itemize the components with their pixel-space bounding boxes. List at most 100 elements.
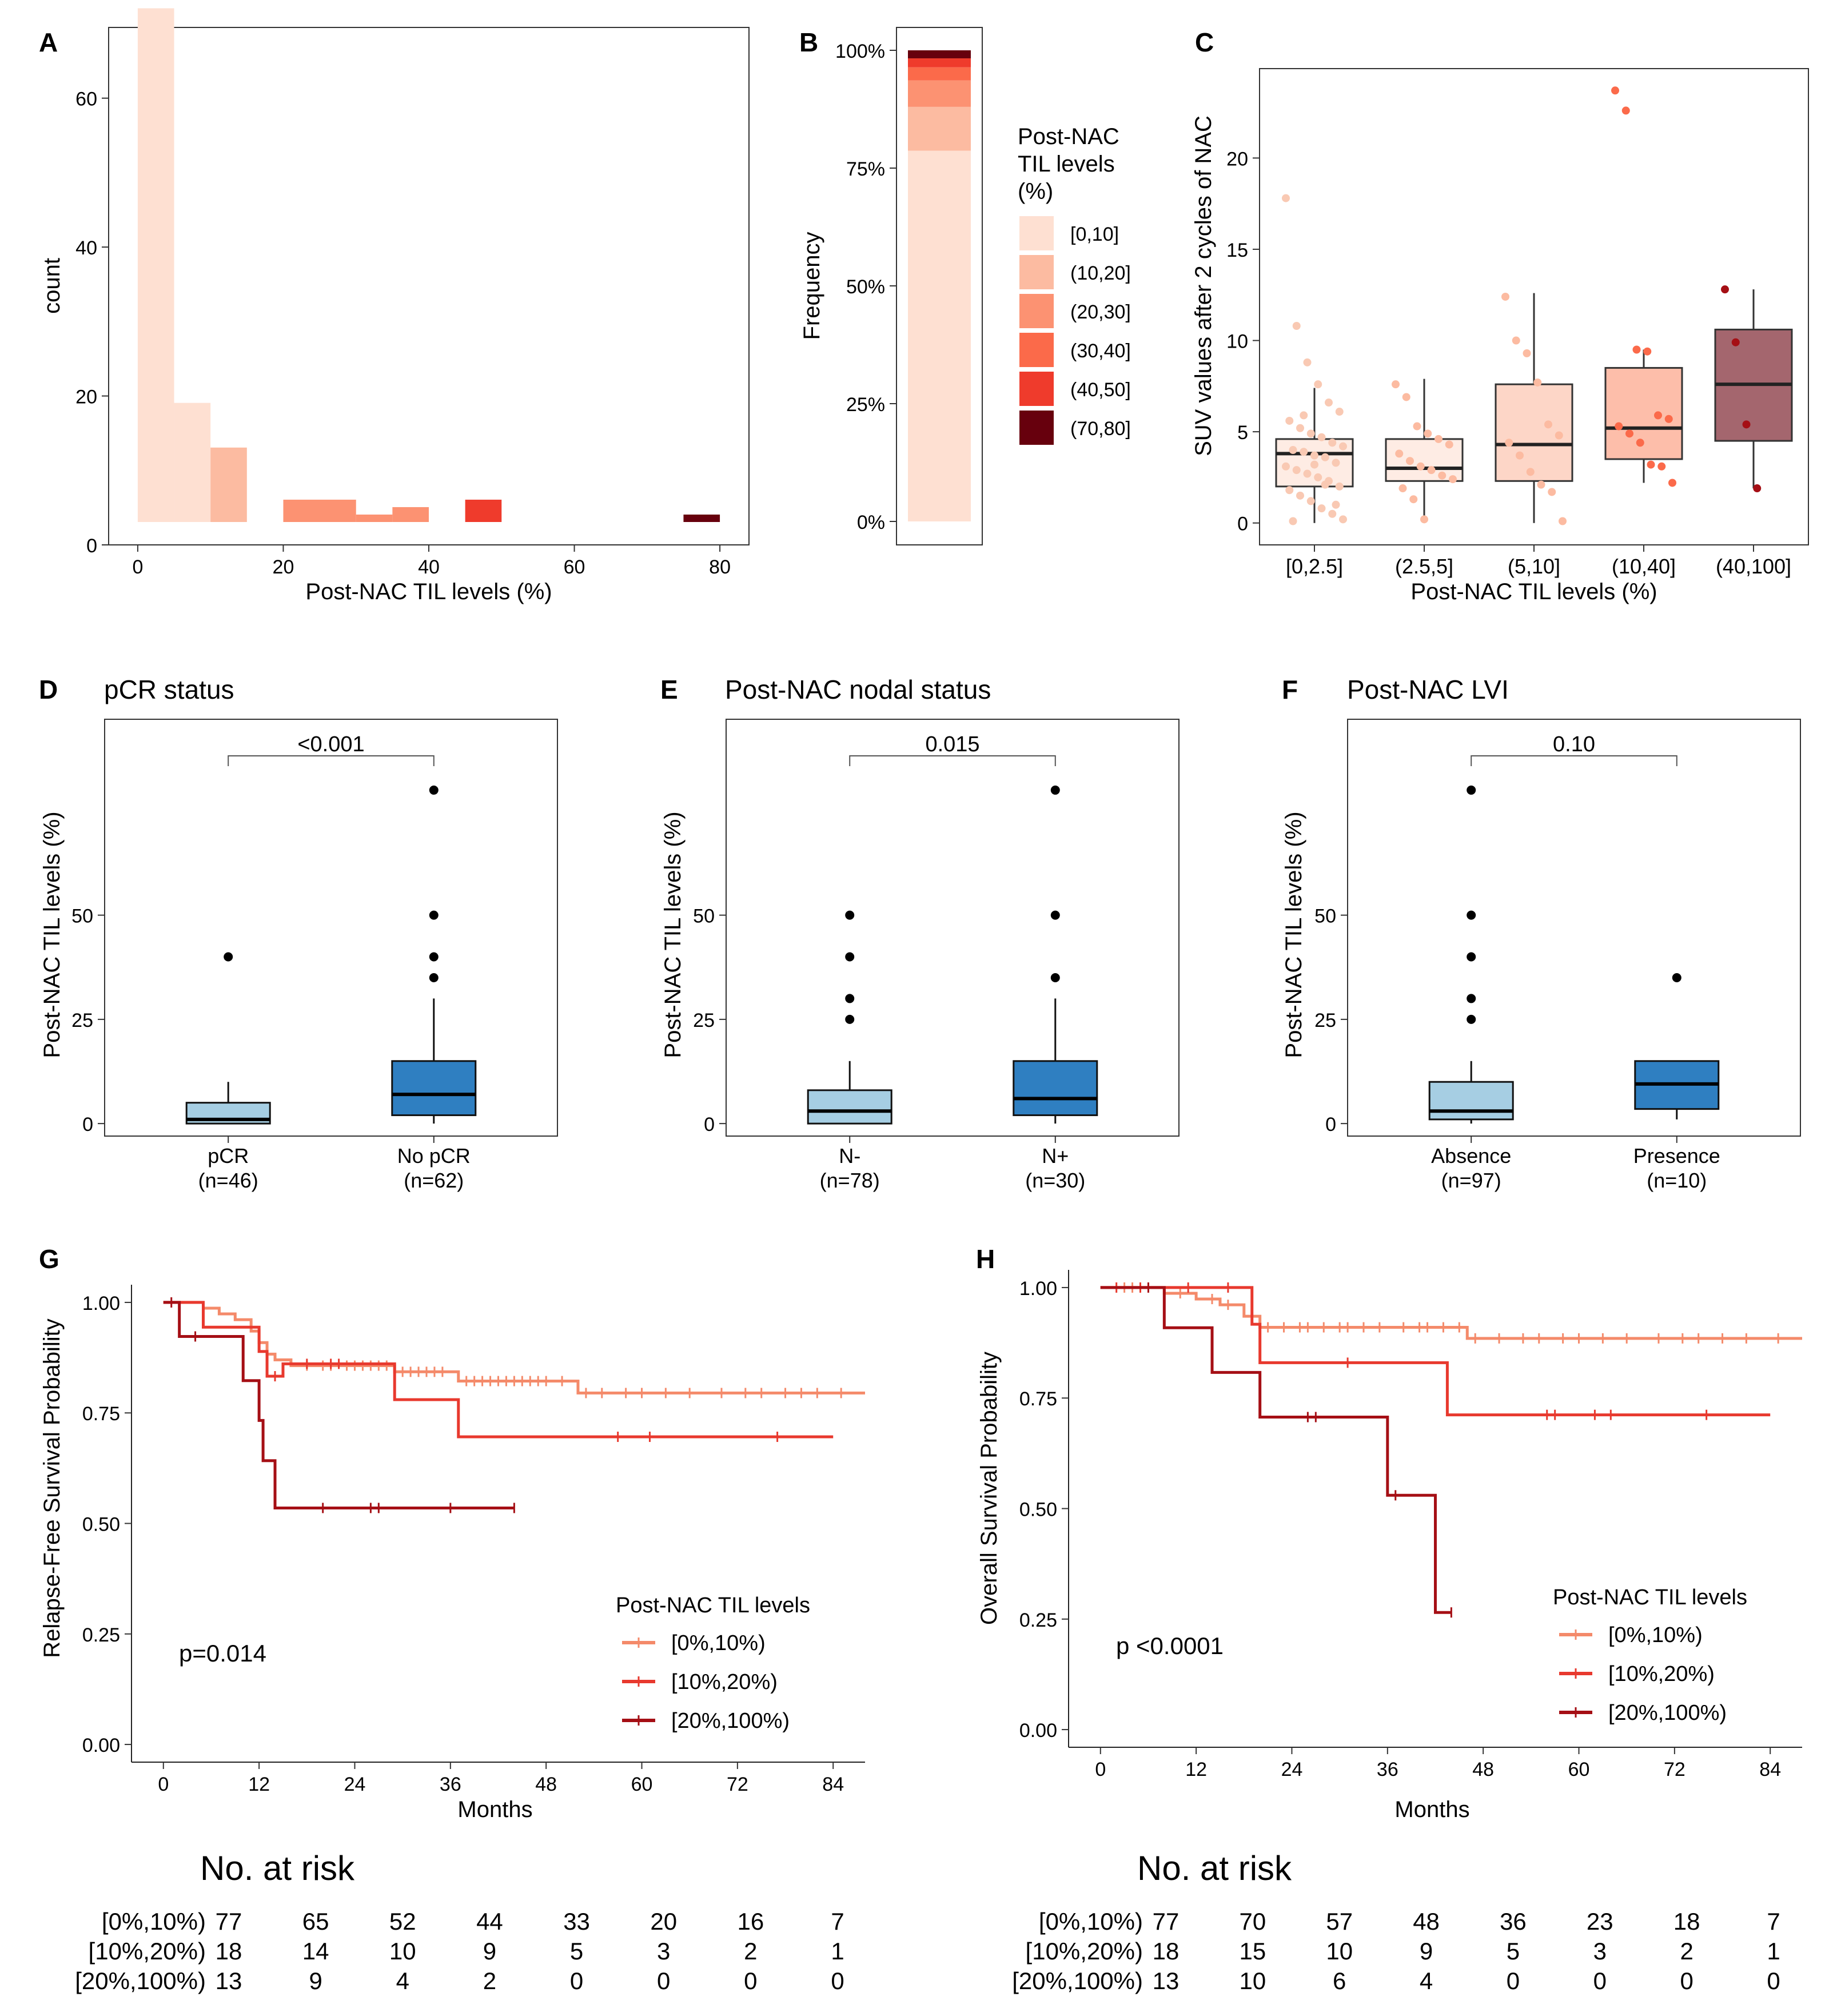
panel-b-ytick-label: 25% xyxy=(846,394,885,416)
km-xtick-label: 48 xyxy=(1472,1759,1494,1780)
risk-count: 18 xyxy=(1673,1908,1700,1935)
data-point xyxy=(1321,480,1329,489)
data-point xyxy=(1339,442,1347,451)
stacked-segment xyxy=(908,50,971,59)
risk-count: 0 xyxy=(831,1967,844,1994)
outlier-point xyxy=(1467,1014,1476,1024)
panel-g-legend-title: Post-NAC TIL levels xyxy=(616,1593,810,1617)
panel-b: B 0% 25% 50% 75% 100% Frequency Post-NAC TIL… xyxy=(799,27,1131,545)
outlier-point xyxy=(224,952,233,962)
risk-count: 70 xyxy=(1239,1908,1266,1935)
risk-count: 65 xyxy=(302,1908,329,1935)
stacked-segment xyxy=(908,58,971,67)
data-point xyxy=(1636,439,1644,447)
box xyxy=(1604,366,1683,460)
histogram-bar xyxy=(683,514,720,522)
panel-b-ytick-label: 0% xyxy=(857,512,885,533)
data-point xyxy=(1409,495,1418,504)
km-xtick-label: 36 xyxy=(1377,1759,1398,1780)
km-ytick-label: 0.00 xyxy=(1019,1720,1057,1742)
data-point xyxy=(1285,486,1294,495)
box-panel-ytick-label: 0 xyxy=(1325,1114,1336,1136)
data-point xyxy=(1303,358,1312,366)
risk-count: 57 xyxy=(1326,1908,1353,1935)
outlier-point xyxy=(1467,910,1476,920)
legend-label: (20,30] xyxy=(1070,301,1131,323)
data-point xyxy=(1306,429,1315,438)
panel-label-f: F xyxy=(1282,675,1298,704)
panel-b-ytick-label: 100% xyxy=(835,41,885,62)
plot-border xyxy=(104,719,558,1137)
histogram-bar xyxy=(210,447,247,522)
risk-count: 3 xyxy=(1593,1938,1607,1965)
box-panel-ytick-label: 25 xyxy=(693,1010,715,1031)
data-point xyxy=(1296,424,1304,432)
km-xtick-label: 60 xyxy=(1568,1759,1590,1780)
risk-row-label: [20%,100%) xyxy=(1012,1967,1143,1994)
data-point xyxy=(1321,453,1329,461)
data-point xyxy=(1548,488,1556,496)
data-point xyxy=(1668,479,1676,487)
risk-row-label: [10%,20%) xyxy=(89,1938,206,1965)
panel-c-xtick-label: (2.5,5] xyxy=(1395,555,1453,578)
panel-label-h: H xyxy=(976,1244,995,1274)
km-xtick-label: 0 xyxy=(1095,1759,1106,1780)
panel-c-xtick-label: [0,2.5] xyxy=(1286,555,1343,578)
risk-count: 0 xyxy=(657,1967,670,1994)
risk-row-label: [10%,20%) xyxy=(1026,1938,1143,1965)
legend-swatch xyxy=(1019,255,1054,289)
group-label: N+ xyxy=(1042,1144,1069,1168)
panel-d-title: pCR status xyxy=(104,675,234,704)
survival-curve xyxy=(1100,1286,1771,1417)
risk-count: 2 xyxy=(1680,1938,1693,1965)
risk-row-label: [0%,10%) xyxy=(1039,1908,1143,1935)
data-point xyxy=(1332,459,1340,467)
risk-count: 10 xyxy=(389,1938,416,1965)
data-point xyxy=(1647,460,1655,469)
risk-count: 0 xyxy=(570,1967,583,1994)
risk-count: 13 xyxy=(1153,1967,1180,1994)
box xyxy=(807,1089,892,1125)
survival-curve xyxy=(163,1301,865,1395)
panel-c: C [0,2.5] (2.5,5] (5,10] (10,40] (40,100] 0 5 1… xyxy=(1191,27,1809,604)
km-ytick-label: 1.00 xyxy=(82,1293,120,1314)
km-ytick-label: 0.50 xyxy=(82,1514,120,1536)
significance-bracket xyxy=(228,755,435,766)
group-label: N- xyxy=(839,1144,860,1168)
data-point xyxy=(1300,448,1308,456)
group-label: Absence xyxy=(1431,1144,1511,1168)
panel-c-ytick-label: 15 xyxy=(1226,240,1248,261)
outlier-point xyxy=(845,994,855,1003)
panel-e-ylabel: Post-NAC TIL levels (%) xyxy=(660,811,686,1058)
risk-count: 52 xyxy=(389,1908,416,1935)
risk-count: 5 xyxy=(1507,1938,1520,1965)
data-point xyxy=(1339,515,1347,524)
p-value-label: 0.015 xyxy=(925,732,979,756)
panel-c-xtick-label: (10,40] xyxy=(1612,555,1676,578)
panel-c-ytick-label: 10 xyxy=(1226,331,1248,353)
panel-a: A 0 20 40 60 0 20 40 60 80 Post-NAC TIL levels (… xyxy=(39,8,750,604)
panel-d: D pCR status pCR(n=46) No pCR(n=62) 0 25 50 <… xyxy=(39,675,558,1192)
data-point xyxy=(1303,469,1312,478)
panel-e-title: Post-NAC nodal status xyxy=(725,675,991,704)
risk-count: 2 xyxy=(744,1938,757,1965)
panel-a-ylabel: count xyxy=(39,258,65,314)
survival-curve xyxy=(163,1301,515,1509)
data-point xyxy=(1657,462,1666,471)
data-point xyxy=(1559,517,1567,525)
group-n-label: (n=10) xyxy=(1647,1169,1707,1192)
group-n-label: (n=78) xyxy=(820,1169,880,1192)
risk-count: 4 xyxy=(396,1967,409,1994)
data-point xyxy=(1445,440,1453,449)
group-n-label: (n=46) xyxy=(198,1169,258,1192)
data-point xyxy=(1402,393,1410,401)
panel-a-xtick-label: 80 xyxy=(709,556,731,578)
panel-a-xtick-label: 40 xyxy=(418,556,440,578)
panel-h-pvalue: p <0.0001 xyxy=(1116,1632,1224,1659)
data-point xyxy=(1413,422,1421,431)
km-ytick-label: 0.25 xyxy=(1019,1609,1057,1631)
panel-a-xtick-label: 0 xyxy=(132,556,143,578)
data-point xyxy=(1289,446,1297,455)
panel-b-ytick-label: 75% xyxy=(846,158,885,180)
km-xtick-label: 84 xyxy=(1759,1759,1781,1780)
